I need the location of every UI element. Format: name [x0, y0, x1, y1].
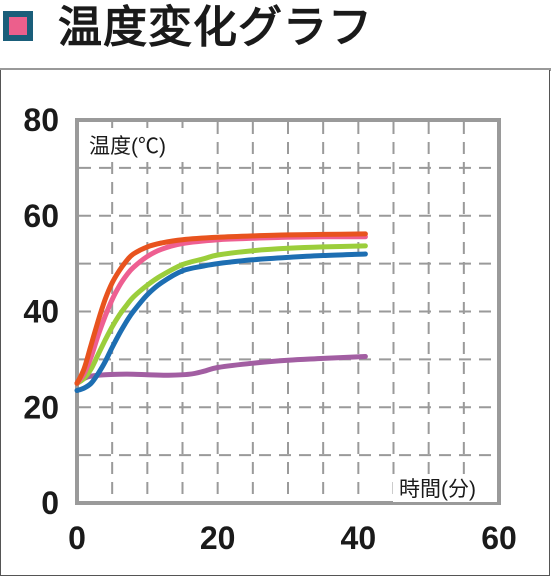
chart-panel: 温度(℃) 時間(分) 0 20 40 60 0 20 40 60 80: [0, 70, 550, 576]
chart-title: 温度変化グラフ: [58, 3, 373, 52]
x-axis-label: 時間(分): [399, 478, 476, 501]
line-chart: 温度(℃) 時間(分) 0 20 40 60 0 20 40 60 80: [23, 102, 517, 556]
header-rule: [0, 68, 551, 71]
chart-header: 温度変化グラフ: [0, 0, 551, 60]
series-line-4: [74, 251, 368, 393]
y-tick-label: 80: [23, 102, 59, 138]
y-axis-label: 温度(℃): [89, 135, 166, 158]
y-tick-label: 20: [23, 389, 59, 425]
x-tick-label: 60: [481, 520, 517, 556]
xlabel-backdrop: [393, 474, 497, 502]
series-layer: [74, 231, 368, 393]
x-tick-labels: 0 20 40 60: [68, 520, 517, 556]
ylabel-backdrop: [85, 128, 189, 162]
series-line-3: [74, 243, 368, 386]
y-tick-label: 60: [23, 198, 59, 234]
grid: [79, 122, 497, 501]
y-tick-label: 0: [41, 485, 59, 521]
x-tick-label: 0: [68, 520, 86, 556]
y-tick-label: 40: [23, 294, 59, 330]
x-tick-label: 20: [200, 520, 236, 556]
series-line-1: [74, 231, 368, 386]
y-tick-labels: 0 20 40 60 80: [23, 102, 59, 521]
title-marker-icon: [3, 11, 33, 41]
x-tick-label: 40: [341, 520, 377, 556]
